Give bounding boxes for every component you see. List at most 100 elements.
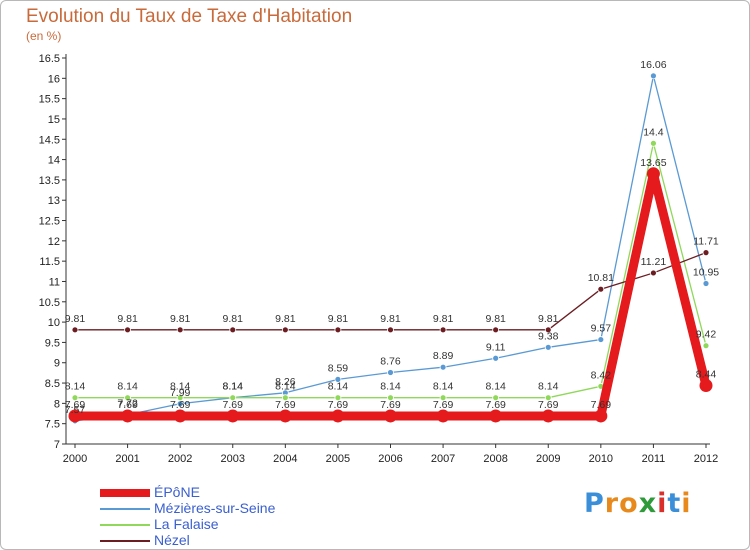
- data-label: 9.57: [591, 323, 612, 335]
- legend-label: La Falaise: [154, 516, 219, 532]
- data-label: 9.81: [538, 313, 559, 325]
- x-tick-label: 2000: [63, 453, 87, 465]
- data-label: 7.69: [275, 399, 296, 411]
- data-label: 9.81: [223, 313, 244, 325]
- data-point: [334, 375, 342, 383]
- chart-subtitle: (en %): [26, 29, 62, 43]
- data-point: [594, 409, 608, 423]
- data-point: [650, 269, 657, 277]
- data-label: 9.81: [380, 313, 401, 325]
- data-label: 8.14: [223, 381, 244, 393]
- y-tick-label: 7: [54, 439, 60, 451]
- data-label: 8.14: [380, 381, 401, 393]
- data-label: 7.69: [65, 399, 86, 411]
- data-label: 8.59: [328, 362, 349, 374]
- data-point: [597, 336, 605, 343]
- y-tick-label: 16.5: [39, 53, 60, 65]
- data-label: 9.38: [538, 330, 559, 342]
- data-label: 7.69: [380, 399, 401, 411]
- x-tick-label: 2007: [431, 453, 455, 465]
- data-label: 7.69: [328, 399, 349, 411]
- data-label: 16.06: [640, 59, 666, 71]
- data-label: 8.14: [170, 381, 191, 393]
- data-label: 7.69: [538, 399, 559, 411]
- data-point: [541, 409, 555, 423]
- y-tick-label: 8.5: [45, 378, 60, 390]
- data-label: 9.81: [485, 313, 506, 325]
- data-point: [439, 326, 447, 334]
- legend-label: ÉPôNE: [154, 484, 200, 500]
- data-point: [173, 409, 187, 423]
- legend-swatch: [100, 489, 150, 497]
- logo-letter: i: [657, 488, 668, 519]
- data-point: [702, 342, 710, 350]
- x-tick-label: 2011: [642, 453, 666, 465]
- y-tick-label: 16: [48, 73, 60, 85]
- y-tick-label: 11: [49, 276, 60, 288]
- y-tick-label: 9.5: [45, 337, 60, 349]
- data-label: 13.65: [640, 157, 666, 169]
- data-label: 11.71: [693, 236, 719, 248]
- data-label: 8.26: [275, 376, 296, 388]
- logo-letter: P: [584, 488, 605, 519]
- y-tick-label: 13: [48, 195, 60, 207]
- data-point: [702, 280, 710, 287]
- data-point: [544, 326, 552, 334]
- y-tick-label: 9: [54, 358, 60, 370]
- data-point: [544, 394, 552, 402]
- data-point: [124, 326, 131, 334]
- logo-letter: t: [667, 488, 682, 519]
- data-label: 9.81: [433, 313, 454, 325]
- data-label: 8.44: [696, 368, 717, 380]
- legend-swatch: [100, 524, 150, 526]
- data-label: 10.81: [588, 272, 614, 284]
- data-point: [387, 394, 394, 402]
- data-point: [699, 378, 713, 392]
- data-label: 14.4: [643, 126, 664, 138]
- data-label: 7.69: [591, 399, 612, 411]
- data-point: [124, 394, 131, 402]
- data-point: [492, 326, 500, 334]
- x-tick-label: 2002: [168, 453, 192, 465]
- data-point: [492, 354, 500, 362]
- data-label: 7.57: [65, 404, 86, 416]
- y-tick-label: 8: [54, 398, 60, 410]
- x-tick-label: 2005: [326, 453, 350, 465]
- x-tick-label: 2004: [273, 453, 297, 465]
- data-label: 8.76: [380, 355, 401, 367]
- series-line: [70, 169, 711, 421]
- data-point: [68, 409, 82, 423]
- data-point: [650, 139, 657, 147]
- x-tick-label: 2006: [378, 453, 402, 465]
- legend-swatch: [100, 540, 150, 542]
- logo-letter: r: [604, 488, 620, 519]
- data-point: [544, 343, 552, 351]
- data-point: [229, 394, 237, 402]
- y-tick-label: 12.5: [39, 216, 60, 228]
- data-label: 8.14: [433, 381, 454, 393]
- data-point: [387, 326, 394, 334]
- y-tick-label: 10: [48, 317, 60, 329]
- data-label: 8.14: [275, 381, 296, 393]
- data-point: [597, 285, 605, 293]
- data-point: [121, 409, 135, 423]
- data-label: 7.69: [170, 399, 191, 411]
- y-tick-label: 10.5: [39, 297, 60, 309]
- data-point: [334, 326, 342, 334]
- data-point: [71, 326, 79, 334]
- data-label: 8.14: [328, 381, 349, 393]
- chart-title: Evolution du Taux de Taxe d'Habitation: [26, 6, 353, 27]
- y-tick-label: 15.5: [39, 94, 60, 106]
- legend-swatch: [100, 508, 150, 510]
- data-point: [281, 394, 289, 402]
- data-point: [702, 249, 710, 257]
- logo-letter: o: [619, 488, 639, 519]
- data-label: 9.42: [696, 329, 717, 341]
- data-point: [439, 363, 447, 371]
- proxiti-logo: Proxiti: [584, 488, 692, 519]
- data-label: 8.42: [591, 369, 612, 381]
- data-label: 7.69: [117, 399, 138, 411]
- data-label: 8.14: [485, 381, 506, 393]
- y-tick-label: 14.5: [39, 134, 60, 146]
- data-point: [387, 369, 394, 376]
